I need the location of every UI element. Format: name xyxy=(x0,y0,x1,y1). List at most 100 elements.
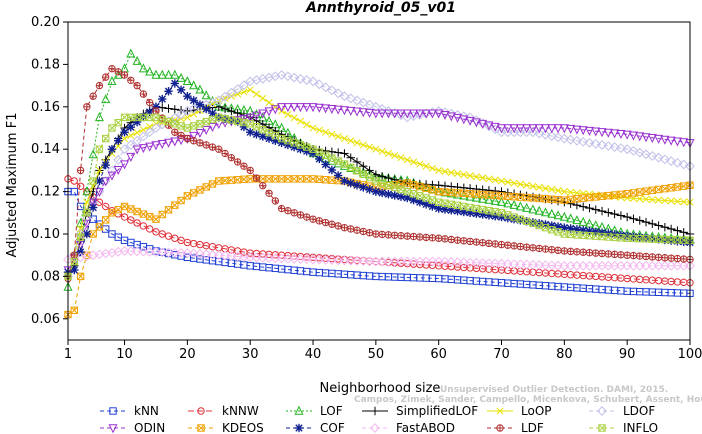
data-point-ldf xyxy=(152,107,160,115)
series-odin xyxy=(63,103,695,276)
data-point-lof xyxy=(553,210,563,220)
data-point-inflo xyxy=(592,232,600,240)
data-point-ldof xyxy=(239,80,249,91)
data-point-odin xyxy=(459,115,469,125)
data-point-odin xyxy=(126,152,136,162)
data-point-odin xyxy=(421,109,431,119)
data-point-loop xyxy=(77,225,85,233)
data-point-odin xyxy=(415,109,425,119)
data-point-simplifiedlof xyxy=(635,216,644,225)
data-point-kdeos xyxy=(171,201,179,209)
legend-item-ldf: LDF xyxy=(487,421,544,434)
data-point-odin xyxy=(333,105,343,115)
data-point-odin xyxy=(553,124,563,134)
data-point-odin xyxy=(622,130,632,140)
data-point-ldof xyxy=(528,127,538,138)
data-point-kdeos xyxy=(70,306,78,315)
data-point-odin xyxy=(497,124,507,134)
data-point-loop xyxy=(190,110,198,118)
x-tick-label: 10 xyxy=(116,347,133,362)
data-point-ldf xyxy=(604,250,613,258)
data-point-ldf xyxy=(667,254,675,262)
data-point-inflo xyxy=(89,177,97,185)
data-point-odin xyxy=(82,219,92,229)
data-point-inflo xyxy=(76,233,85,241)
data-point-inflo xyxy=(554,228,562,236)
data-point-knnw xyxy=(76,182,85,191)
data-point-odin xyxy=(635,132,645,142)
data-point-ldf xyxy=(321,218,330,227)
data-point-fastabod xyxy=(477,258,488,268)
data-point-cof xyxy=(377,188,387,198)
data-point-odin xyxy=(597,128,607,138)
data-point-fastabod xyxy=(546,260,557,271)
data-point-loop xyxy=(460,171,468,179)
data-point-loop xyxy=(240,88,248,96)
data-point-cof xyxy=(315,154,324,164)
data-point-ldof xyxy=(578,136,589,147)
data-point-ldof xyxy=(540,129,551,140)
series-line-fastabod xyxy=(67,250,690,267)
data-point-cof xyxy=(189,96,198,105)
data-point-ldof xyxy=(75,229,86,239)
data-point-ldof xyxy=(339,91,350,102)
data-point-inflo xyxy=(365,173,374,182)
data-point-loop xyxy=(541,184,550,192)
data-point-odin xyxy=(540,124,551,134)
data-point-ldf xyxy=(347,225,355,233)
data-point-cof xyxy=(158,94,167,104)
data-point-ldf xyxy=(573,248,581,256)
data-point-ldf xyxy=(566,247,575,256)
data-point-simplifiedlof xyxy=(641,217,651,227)
data-point-kdeos xyxy=(133,207,141,216)
data-point-loop xyxy=(328,130,336,138)
data-point-odin xyxy=(277,103,287,113)
legend-item-fastabod: FastABOD xyxy=(362,421,455,434)
data-point-odin xyxy=(610,129,620,139)
data-point-ldf xyxy=(108,64,116,73)
series-line-kdeos xyxy=(67,178,691,316)
data-point-kdeos xyxy=(139,210,148,218)
data-point-ldf xyxy=(617,251,625,259)
data-point-loop xyxy=(667,197,675,205)
data-point-lof xyxy=(189,80,199,90)
data-point-loop xyxy=(472,173,480,181)
data-point-fastabod xyxy=(471,257,482,268)
data-point-ldof xyxy=(490,124,501,135)
data-point-ldf xyxy=(466,237,474,246)
data-point-ldf xyxy=(497,240,506,249)
plot-frame xyxy=(67,21,691,341)
data-point-loop xyxy=(655,196,663,204)
data-point-lof xyxy=(170,69,180,79)
data-point-odin xyxy=(434,109,444,119)
data-point-lof xyxy=(132,55,142,65)
data-point-inflo xyxy=(202,117,210,126)
data-point-inflo xyxy=(127,113,135,122)
data-point-ldf xyxy=(472,238,481,246)
data-point-simplifiedlof xyxy=(390,175,399,184)
data-point-lof xyxy=(497,196,507,206)
data-point-fastabod xyxy=(182,248,193,258)
data-point-lof xyxy=(547,208,557,218)
data-point-fastabod xyxy=(515,259,526,270)
data-point-lof xyxy=(578,216,588,226)
data-point-cof xyxy=(101,160,110,170)
data-point-ldf xyxy=(233,158,242,166)
data-point-lof xyxy=(164,69,174,79)
series-line-lof xyxy=(67,52,691,288)
data-point-lof xyxy=(371,171,381,181)
data-point-ldf xyxy=(554,246,562,255)
data-point-odin xyxy=(295,103,305,113)
data-point-cof xyxy=(346,178,355,188)
data-point-odin xyxy=(321,104,331,114)
data-point-lof xyxy=(559,211,569,221)
data-point-ldf xyxy=(504,241,512,249)
legend-item-cof: COF xyxy=(286,421,345,434)
data-point-kdeos xyxy=(466,190,474,198)
x-axis-label: Neighborhood size xyxy=(320,381,441,396)
data-point-ldf xyxy=(139,90,148,98)
data-point-kdeos xyxy=(208,180,217,188)
data-point-loop xyxy=(290,114,298,122)
legend-marker-inflo xyxy=(598,424,606,432)
data-point-lof xyxy=(145,66,155,76)
